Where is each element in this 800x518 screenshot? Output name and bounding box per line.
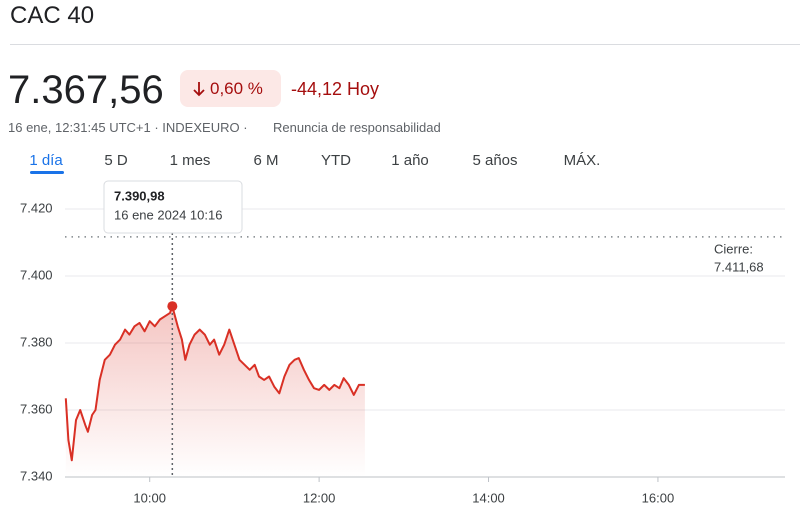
hover-point [167, 301, 178, 312]
range-tab[interactable]: 5 D [104, 152, 128, 169]
x-tick-label: 10:00 [133, 490, 166, 505]
reference-label: Cierre: [714, 241, 753, 256]
range-tab[interactable]: 1 mes [169, 152, 211, 169]
disclaimer-link[interactable]: Renuncia de responsabilidad [273, 120, 441, 135]
price-line [64, 305, 365, 462]
x-tick-label: 14:00 [472, 490, 505, 505]
y-tick-label: 7.400 [20, 267, 53, 282]
title: CAC 40 [10, 2, 95, 29]
change-percent: 0,60 % [210, 79, 263, 98]
down-arrow [193, 82, 205, 97]
range-tab[interactable]: 6 M [253, 152, 279, 169]
tooltip-value: 7.390,98 [114, 188, 165, 203]
divider [10, 44, 800, 45]
tooltip-date: 16 ene 2024 10:16 [114, 207, 222, 222]
y-tick-label: 7.340 [20, 468, 53, 483]
price: 7.367,56 [8, 68, 164, 112]
reference-value: 7.411,68 [714, 259, 764, 274]
range-tab[interactable]: 1 año [391, 152, 429, 169]
range-tab[interactable]: MÁX. [563, 152, 601, 169]
x-tick-label: 12:00 [303, 490, 336, 505]
y-tick-label: 7.380 [20, 334, 53, 349]
active-tab-underline [30, 171, 64, 174]
y-tick-label: 7.420 [20, 200, 53, 215]
range-tab[interactable]: 5 años [472, 152, 518, 169]
area-fill [65, 306, 365, 477]
change-badge [180, 70, 281, 107]
range-tab[interactable]: YTD [321, 152, 351, 169]
y-tick-label: 7.360 [20, 401, 53, 416]
range-tab[interactable]: 1 día [29, 152, 63, 169]
tooltip [103, 180, 243, 234]
x-tick-label: 16:00 [642, 490, 675, 505]
meta-info: 16 ene, 12:31:45 UTC+1 · INDEXEURO · [8, 120, 248, 135]
change-absolute: -44,12 Hoy [291, 79, 380, 99]
